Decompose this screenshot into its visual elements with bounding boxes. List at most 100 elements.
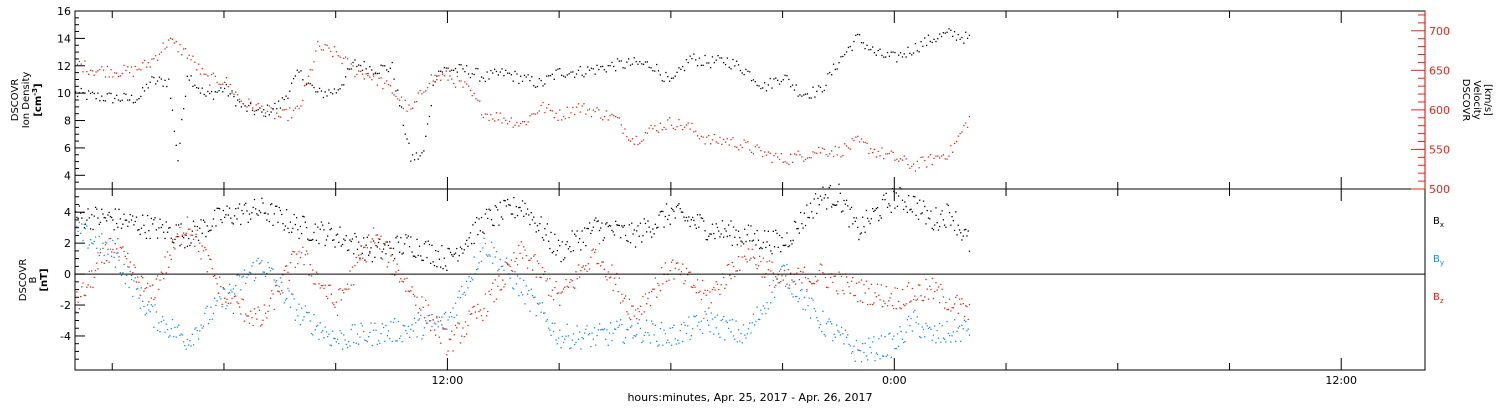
ion-density-point: [426, 123, 429, 125]
by-point: [804, 309, 807, 311]
bz-point: [209, 258, 211, 260]
velocity-point: [667, 119, 669, 121]
bz-point: [485, 315, 488, 317]
ion-density-point: [853, 40, 855, 43]
bz-point: [904, 305, 906, 307]
by-point: [605, 338, 607, 340]
ion-density-point: [440, 70, 442, 72]
velocity-point: [585, 113, 587, 115]
bx-point: [305, 227, 308, 229]
bz-point: [204, 246, 206, 249]
bx-point: [633, 229, 635, 231]
bz-point: [332, 302, 334, 304]
bx-point: [148, 230, 150, 232]
bz-point: [325, 295, 328, 298]
velocity-point: [955, 140, 958, 143]
bx-point: [778, 234, 781, 237]
by-point: [848, 343, 850, 345]
by-point: [744, 334, 746, 336]
bx-point: [632, 233, 634, 235]
ion-density-point: [341, 84, 343, 86]
bz-point: [875, 296, 877, 298]
ion-density-point: [529, 80, 531, 82]
by-point: [840, 326, 843, 329]
velocity-point: [153, 58, 155, 60]
legend-bx: Bx: [1433, 216, 1444, 229]
by-point: [308, 311, 310, 314]
by-point: [348, 340, 350, 343]
velocity-point: [298, 107, 300, 110]
bz-point: [258, 309, 260, 311]
bx-point: [499, 201, 501, 204]
bz-point: [898, 300, 900, 303]
velocity-point: [231, 92, 233, 94]
bx-point: [690, 219, 692, 221]
ion-density-point: [968, 34, 971, 36]
bx-point: [181, 235, 184, 237]
bz-point: [303, 264, 305, 266]
ion-density-point: [890, 51, 892, 53]
bz-point: [541, 266, 544, 269]
bx-point: [662, 210, 664, 213]
by-point: [92, 243, 94, 245]
by-point: [682, 340, 684, 343]
by-point: [574, 343, 576, 346]
bz-point: [603, 268, 606, 270]
bx-point: [384, 243, 386, 245]
by-point: [477, 268, 479, 270]
bz-point: [369, 252, 371, 254]
bz-point: [939, 302, 941, 304]
velocity-point: [415, 101, 418, 103]
by-point: [353, 341, 355, 344]
bz-point: [197, 250, 200, 253]
by-point: [687, 325, 689, 327]
bz-point: [601, 261, 603, 263]
by-point: [526, 293, 529, 295]
velocity-point: [330, 50, 332, 53]
bz-point: [768, 260, 771, 262]
by-point: [548, 327, 550, 329]
ion-density-point: [520, 75, 522, 77]
by-point: [170, 327, 172, 330]
velocity-point: [549, 109, 552, 112]
bx-point: [282, 223, 284, 225]
velocity-point: [307, 75, 310, 77]
x-tick-label: 0:00: [882, 374, 907, 387]
velocity-point: [622, 132, 624, 134]
velocity-point: [674, 128, 676, 131]
by-point: [672, 326, 674, 329]
bz-point: [348, 288, 350, 290]
by-point: [116, 252, 118, 254]
bx-point: [123, 213, 125, 215]
bz-point: [477, 303, 479, 306]
velocity-point: [477, 99, 479, 101]
bx-point: [210, 229, 212, 231]
by-point: [191, 333, 193, 335]
velocity-point: [883, 158, 885, 160]
by-point: [800, 289, 802, 292]
bz-point: [255, 313, 257, 315]
velocity-point: [229, 83, 231, 86]
ion-density-point: [736, 60, 738, 62]
velocity-point: [730, 139, 732, 141]
bz-point: [867, 303, 869, 306]
ion-density-point: [944, 32, 946, 34]
bz-point: [677, 262, 679, 264]
by-point: [307, 312, 309, 314]
by-point: [98, 235, 100, 237]
by-point: [88, 244, 90, 246]
by-point: [505, 257, 508, 259]
ion-density-point: [812, 86, 814, 88]
bz-point: [751, 248, 753, 250]
bx-point: [102, 213, 104, 215]
ion-density-point: [927, 34, 930, 36]
ion-density-point: [678, 67, 680, 69]
bx-point: [843, 199, 845, 202]
bx-point: [515, 206, 517, 208]
bx-point: [526, 208, 529, 210]
ion-density-point: [570, 71, 572, 73]
velocity-point: [879, 155, 881, 157]
by-point: [906, 319, 908, 321]
bz-point: [343, 292, 345, 294]
ion-density-point: [402, 124, 404, 126]
